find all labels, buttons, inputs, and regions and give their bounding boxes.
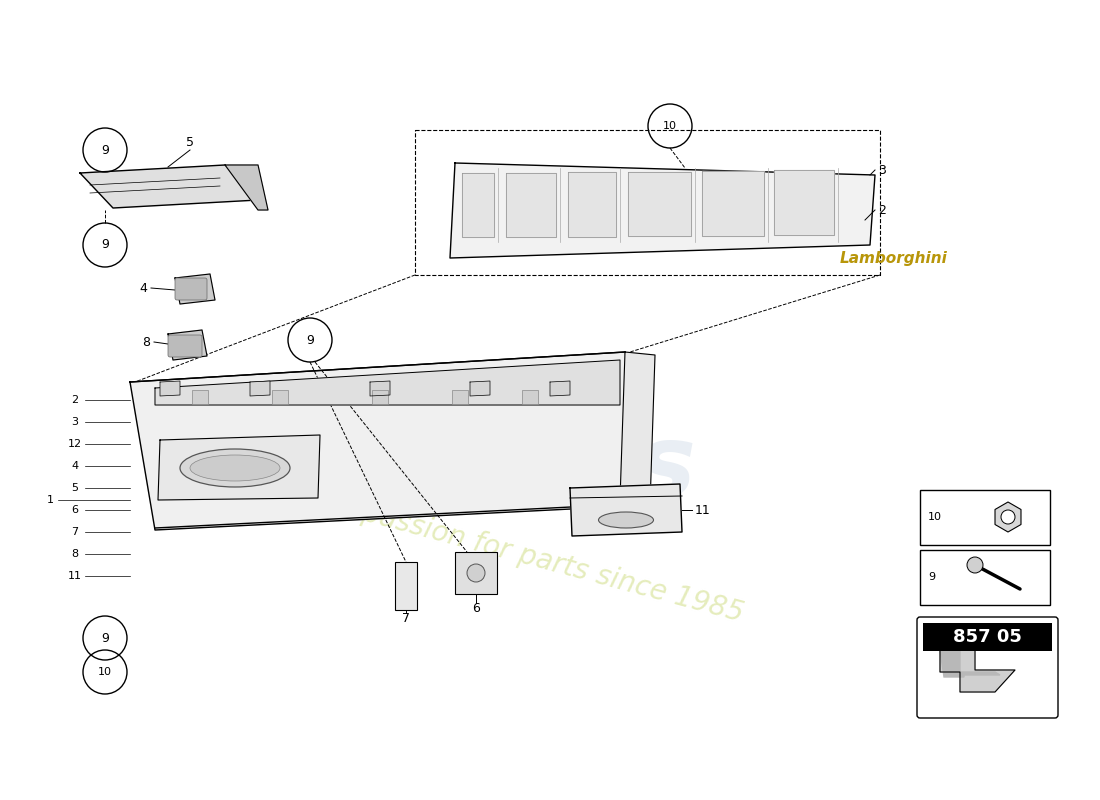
Text: 8: 8	[142, 335, 150, 349]
Polygon shape	[450, 163, 874, 258]
Text: 9: 9	[101, 631, 109, 645]
Text: 9: 9	[101, 143, 109, 157]
Text: 10: 10	[928, 512, 942, 522]
Polygon shape	[470, 381, 490, 396]
Circle shape	[967, 557, 983, 573]
Text: 11: 11	[68, 571, 82, 581]
Ellipse shape	[190, 455, 280, 481]
Bar	[920, 550, 1050, 605]
Bar	[923, 623, 1052, 651]
Polygon shape	[250, 381, 270, 396]
Polygon shape	[702, 171, 764, 236]
Polygon shape	[160, 381, 180, 396]
Text: 3: 3	[72, 417, 78, 427]
FancyBboxPatch shape	[272, 390, 288, 404]
Polygon shape	[226, 165, 268, 210]
Ellipse shape	[598, 512, 653, 528]
Text: 11: 11	[695, 503, 711, 517]
Polygon shape	[158, 435, 320, 500]
Text: 6: 6	[72, 505, 78, 515]
Text: 8: 8	[72, 549, 78, 559]
Bar	[455, 552, 497, 594]
FancyBboxPatch shape	[192, 390, 208, 404]
Polygon shape	[628, 172, 691, 236]
Text: 4: 4	[72, 461, 78, 471]
Polygon shape	[550, 381, 570, 396]
Polygon shape	[155, 360, 620, 405]
Polygon shape	[774, 170, 834, 235]
Circle shape	[1001, 510, 1015, 524]
Text: 2: 2	[878, 203, 886, 217]
Text: 12: 12	[68, 439, 82, 449]
Text: 3: 3	[878, 163, 886, 177]
Text: 9: 9	[101, 238, 109, 251]
Text: 9: 9	[928, 572, 935, 582]
Polygon shape	[462, 173, 494, 237]
Text: 6: 6	[472, 602, 480, 614]
FancyBboxPatch shape	[168, 335, 202, 357]
Polygon shape	[175, 274, 214, 304]
Text: Lamborghini: Lamborghini	[840, 250, 948, 266]
Text: 7: 7	[402, 611, 410, 625]
Text: 4: 4	[139, 282, 147, 294]
FancyBboxPatch shape	[452, 390, 468, 404]
Circle shape	[468, 564, 485, 582]
Polygon shape	[568, 172, 616, 237]
Polygon shape	[506, 173, 556, 237]
Polygon shape	[570, 484, 682, 536]
FancyBboxPatch shape	[372, 390, 388, 404]
FancyBboxPatch shape	[917, 617, 1058, 718]
Ellipse shape	[180, 449, 290, 487]
FancyBboxPatch shape	[175, 278, 207, 300]
Text: 5: 5	[186, 135, 194, 149]
Text: europarts: europarts	[143, 422, 696, 518]
Text: 1: 1	[46, 495, 54, 505]
Text: 5: 5	[72, 483, 78, 493]
Polygon shape	[370, 381, 390, 396]
Text: 857 05: 857 05	[953, 628, 1022, 646]
Bar	[395, 562, 417, 610]
Bar	[920, 490, 1050, 545]
Polygon shape	[940, 650, 1015, 692]
Text: 7: 7	[72, 527, 78, 537]
Polygon shape	[620, 352, 654, 505]
FancyBboxPatch shape	[522, 390, 538, 404]
Text: 10: 10	[663, 121, 676, 131]
Text: 2: 2	[72, 395, 78, 405]
Polygon shape	[80, 165, 258, 208]
Text: 10: 10	[98, 667, 112, 677]
Polygon shape	[168, 330, 207, 360]
Text: a passion for parts since 1985: a passion for parts since 1985	[333, 492, 746, 628]
Polygon shape	[940, 650, 1000, 677]
Polygon shape	[130, 352, 650, 530]
Text: 9: 9	[306, 334, 313, 346]
